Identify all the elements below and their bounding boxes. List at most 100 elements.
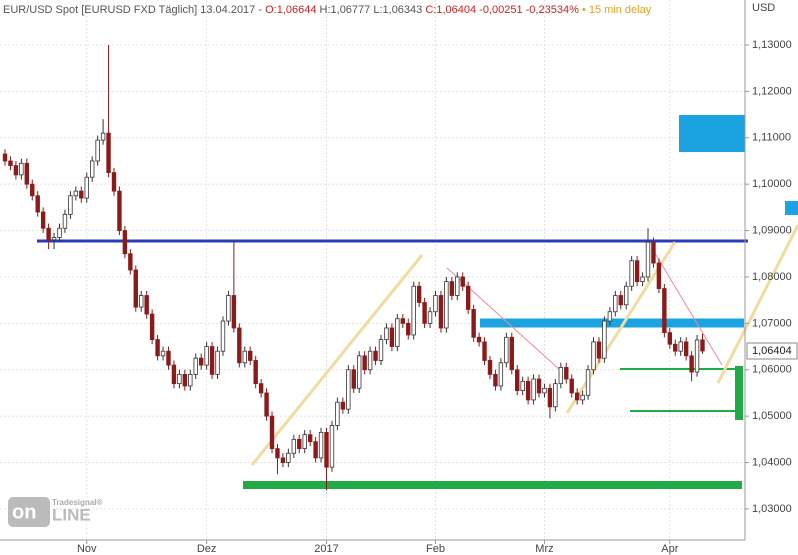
candle-body — [275, 448, 280, 459]
x-tick-label: Mrz — [535, 543, 553, 555]
candle-body — [662, 288, 667, 334]
candle-body — [536, 378, 542, 394]
candle-body — [634, 260, 640, 282]
candle-body — [542, 387, 547, 394]
candle-body — [286, 452, 291, 463]
candle-body — [487, 360, 493, 375]
candle-body — [335, 401, 340, 426]
candle-body — [362, 355, 367, 371]
candle-body — [624, 285, 629, 306]
logo-brand: Tradesignal® — [52, 498, 102, 507]
candle-body — [389, 327, 395, 347]
candle-body — [182, 373, 188, 387]
candle-body — [629, 260, 634, 287]
candle-body — [591, 341, 596, 371]
y-tick-label: 1,05000 — [752, 410, 792, 422]
x-tick-label: 2017 — [314, 543, 338, 555]
candle-body — [30, 183, 35, 197]
instrument: EUR/USD Spot [EURUSD FXD Täglich] 13.04.… — [3, 4, 263, 16]
candle-body — [24, 162, 30, 185]
candle-body — [73, 190, 79, 197]
candle-body — [46, 227, 51, 241]
candle-body — [13, 165, 19, 176]
y-tick-label: 1,13000 — [752, 39, 792, 51]
last-price-label: 1,06404 — [752, 345, 792, 357]
candle-body — [667, 332, 673, 345]
candle-body — [133, 269, 138, 308]
x-tick-label: Apr — [661, 543, 678, 555]
candle-body — [313, 441, 318, 459]
candle-body — [149, 313, 155, 340]
delay-note: • 15 min delay — [581, 4, 652, 16]
candle-body — [694, 339, 700, 373]
candle-body — [367, 350, 373, 371]
candle-body — [117, 190, 122, 231]
support-box — [735, 366, 743, 420]
candle-body — [444, 281, 449, 329]
candle-body — [509, 336, 514, 371]
y-tick-label: 1,09000 — [752, 224, 792, 236]
candle-body — [574, 392, 580, 401]
open-value: O:1,06644 — [265, 4, 317, 16]
candle-body — [198, 357, 204, 366]
y-tick-label: 1,04000 — [752, 456, 792, 468]
candle-body — [84, 176, 89, 199]
candle-body — [613, 295, 618, 313]
candle-body — [258, 383, 264, 394]
candle-body — [553, 383, 558, 408]
candle-body — [204, 346, 209, 366]
candle-body — [422, 302, 427, 324]
candle-body — [558, 367, 564, 385]
candle-body — [569, 378, 574, 394]
trend-line — [446, 267, 561, 371]
candle-body — [302, 434, 307, 450]
candle-body — [520, 380, 525, 392]
trend-line — [250, 254, 424, 466]
candle-body — [329, 425, 335, 468]
candle-body — [269, 415, 275, 450]
candle-body — [455, 276, 460, 296]
y-tick-label: 1,06000 — [752, 364, 792, 376]
candle-body — [193, 357, 198, 375]
y-tick-label: 1,07000 — [752, 317, 792, 329]
candle-body — [580, 394, 585, 401]
y-tick-label: 1,10000 — [752, 178, 792, 190]
high-value: H:1,06777 — [319, 4, 371, 16]
candle-body — [585, 369, 591, 396]
candle-body — [427, 311, 433, 324]
candle-body — [700, 339, 705, 352]
x-tick-label: Nov — [77, 543, 97, 555]
y-tick-label: 1,08000 — [752, 271, 792, 283]
candle-body — [525, 380, 531, 401]
candle-body — [596, 341, 602, 359]
y-tick-label: 1,03000 — [752, 503, 792, 515]
candle-body — [438, 295, 444, 329]
target-marker — [785, 201, 798, 215]
candle-body — [607, 311, 613, 322]
candle-body — [460, 276, 465, 287]
candle-body — [231, 295, 237, 329]
candle-body — [242, 350, 247, 364]
candle-body — [248, 350, 253, 361]
candle-body — [280, 457, 286, 463]
candle-body — [378, 339, 384, 361]
header: EUR/USD Spot [EURUSD FXD Täglich] 13.04.… — [3, 4, 651, 16]
candle-body — [155, 339, 160, 357]
candle-body — [100, 132, 106, 141]
x-tick-label: Feb — [426, 543, 445, 555]
candle-body — [683, 341, 689, 357]
candle-body — [493, 373, 498, 387]
candle-body — [89, 160, 95, 178]
candle-body — [111, 172, 117, 192]
candle-body — [215, 350, 220, 375]
candle-body — [19, 162, 24, 176]
candle-body — [324, 431, 329, 468]
candle-body — [357, 355, 362, 389]
candle-body — [416, 285, 422, 303]
candle-body — [171, 364, 177, 385]
candle-body — [35, 195, 40, 213]
candle-body — [139, 295, 144, 308]
candle-body — [384, 327, 389, 340]
target-box — [679, 115, 745, 152]
